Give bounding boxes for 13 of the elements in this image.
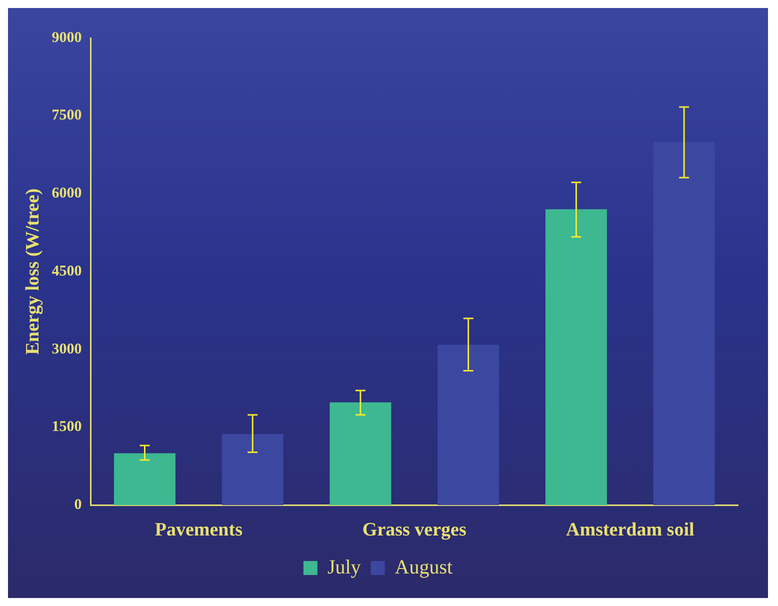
- x-tick-label: Grass verges: [362, 520, 466, 541]
- y-tick-label: 9000: [52, 30, 82, 46]
- y-tick-label: 0: [74, 497, 82, 514]
- x-tick-label: Pavements: [154, 520, 242, 541]
- y-axis-title: Energy loss (W/tree): [22, 188, 44, 355]
- y-tick-label: 4500: [52, 263, 82, 280]
- y-tick-label: 1500: [52, 419, 82, 436]
- x-tick-label: Amsterdam soil: [566, 520, 694, 541]
- legend-label: July: [327, 556, 361, 578]
- y-tick-label: 6000: [52, 186, 82, 202]
- y-tick-label: 7500: [52, 108, 82, 124]
- y-tick-label: 3000: [52, 341, 82, 358]
- legend-label: August: [394, 556, 454, 578]
